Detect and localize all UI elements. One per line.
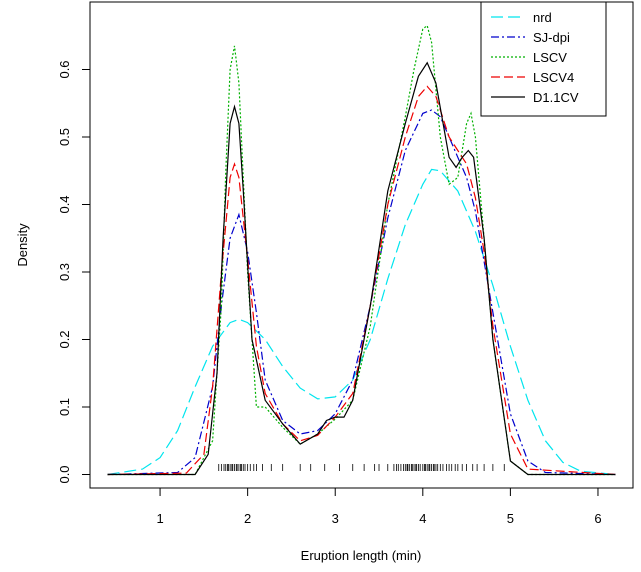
y-tick-label: 0.2 xyxy=(57,330,72,348)
series-line-nrd xyxy=(107,168,616,476)
legend-label: LSCV xyxy=(533,50,567,65)
x-tick-label: 1 xyxy=(156,511,163,526)
y-tick-label: 0.6 xyxy=(57,60,72,78)
rug-layer xyxy=(218,464,505,471)
series-line-sj-dpi xyxy=(107,109,616,476)
series-line-d1-1cv xyxy=(107,61,616,476)
series-line-lscv4 xyxy=(107,85,616,476)
y-tick-label: 0.5 xyxy=(57,128,72,146)
x-tick-label: 3 xyxy=(332,511,339,526)
y-tick-label: 0.1 xyxy=(57,398,72,416)
y-axis: 0.0 0.1 0.2 0.3 0.4 0.5 0.6 xyxy=(57,60,91,484)
x-axis-title: Eruption length (min) xyxy=(301,548,422,563)
x-tick-label: 4 xyxy=(419,511,426,526)
x-axis: 1 2 3 4 5 6 xyxy=(156,487,602,526)
legend-label: LSCV4 xyxy=(533,70,574,85)
series-line-lscv xyxy=(107,24,616,476)
y-axis-title: Density xyxy=(15,223,30,267)
y-tick-label: 0.3 xyxy=(57,263,72,281)
x-tick-label: 5 xyxy=(507,511,514,526)
x-tick-label: 6 xyxy=(594,511,601,526)
series-layer xyxy=(107,24,616,476)
x-tick-label: 2 xyxy=(244,511,251,526)
legend: nrd SJ-dpi LSCV LSCV4 D1.1CV xyxy=(480,1,607,117)
y-tick-label: 0.0 xyxy=(57,465,72,483)
legend-label: D1.1CV xyxy=(533,90,579,105)
legend-label: SJ-dpi xyxy=(533,30,570,45)
legend-label: nrd xyxy=(533,10,552,25)
y-tick-label: 0.4 xyxy=(57,195,72,213)
